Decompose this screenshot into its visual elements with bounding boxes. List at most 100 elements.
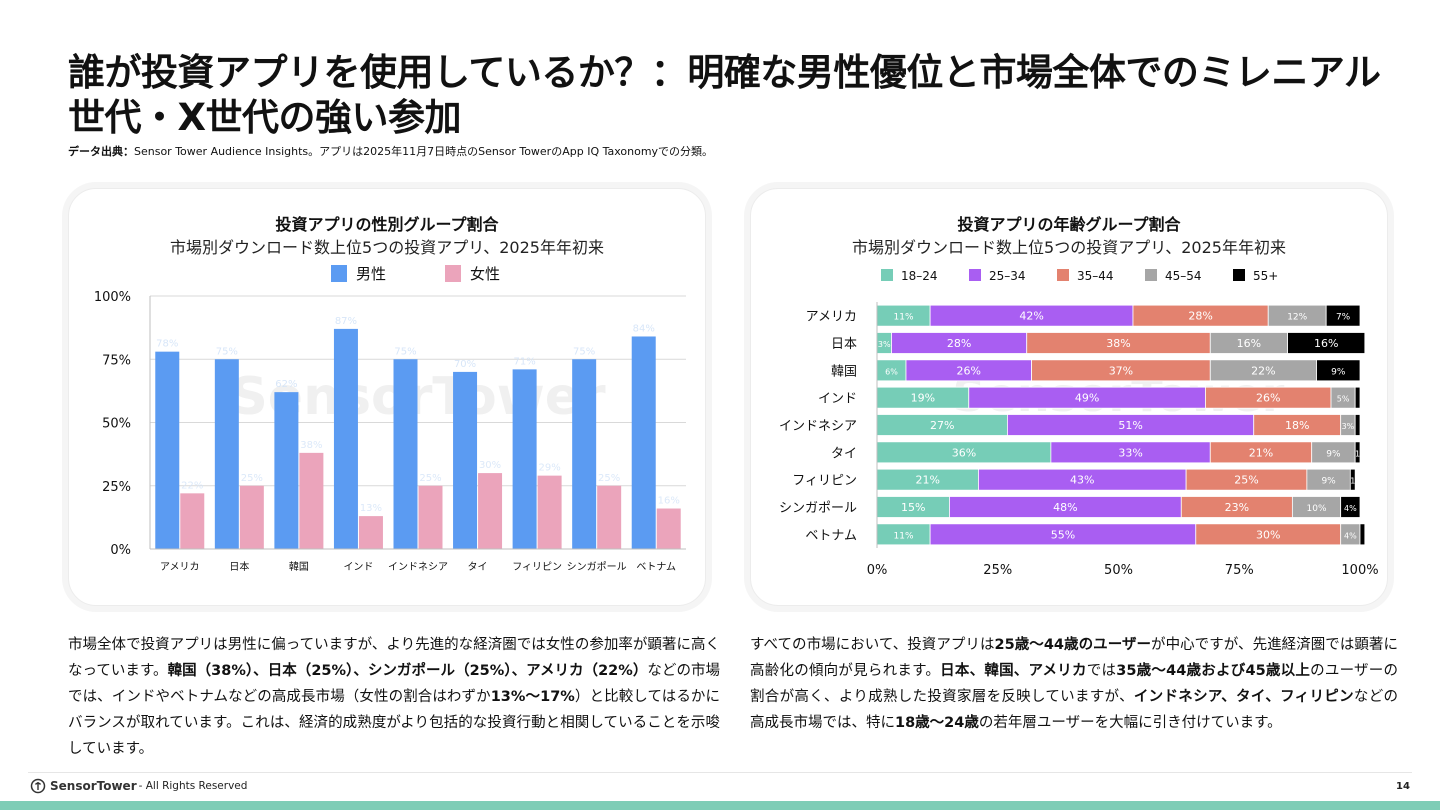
segment-label-1-8: 55% bbox=[1051, 528, 1075, 541]
segment-label-1-5: 33% bbox=[1118, 446, 1142, 459]
segment-label-0-5: 36% bbox=[952, 446, 976, 459]
segment-label-1-1: 28% bbox=[947, 337, 971, 350]
bar-0-2 bbox=[274, 392, 299, 549]
bar-value-label-0-2: 62% bbox=[275, 379, 297, 390]
age-insight-run-3: 日本、韓国、アメリカ bbox=[940, 663, 1087, 679]
legend-swatch-2 bbox=[1057, 269, 1069, 281]
x-tick-label-2: 50% bbox=[1104, 563, 1133, 578]
bar-value-label-0-5: 70% bbox=[454, 359, 476, 370]
x-tick-label-8: ベトナム bbox=[636, 561, 676, 573]
bar-value-label-0-3: 87% bbox=[335, 316, 357, 327]
bar-1-6 bbox=[537, 475, 562, 549]
segment-label-4-2: 9% bbox=[1331, 367, 1346, 377]
bar-value-label-1-3: 13% bbox=[360, 503, 382, 514]
legend-label-0: 18–24 bbox=[901, 269, 938, 283]
y-tick-label-1: 日本 bbox=[831, 337, 857, 352]
y-tick-label-6: フィリピン bbox=[792, 474, 857, 489]
page-title: 誰が投資アプリを使用しているか？：明確な男性優位と市場全体でのミレニアル世代・X… bbox=[68, 51, 1381, 139]
legend-swatch-3 bbox=[1145, 269, 1157, 281]
x-tick-label-3: 75% bbox=[1225, 563, 1254, 578]
legend-label-1: 25–34 bbox=[989, 269, 1026, 283]
bar-0-3 bbox=[333, 328, 358, 549]
segment-label-0-1: 3% bbox=[878, 340, 891, 349]
gender-insight-run-3: 13%〜17% bbox=[490, 689, 575, 705]
segment-label-2-2: 37% bbox=[1109, 364, 1133, 377]
segment-label-1-4: 51% bbox=[1118, 419, 1142, 432]
segment-label-2-6: 25% bbox=[1234, 474, 1258, 487]
gender-insight-paragraph: 市場全体で投資アプリは男性に偏っていますが、より先進的な経済圏では女性の参加率が… bbox=[68, 632, 720, 762]
bar-value-label-0-0: 78% bbox=[156, 339, 178, 350]
segment-4-8 bbox=[1359, 523, 1366, 546]
bar-value-label-0-8: 84% bbox=[633, 323, 655, 334]
x-tick-label-6: フィリピン bbox=[512, 561, 562, 573]
legend-label-3: 45–54 bbox=[1165, 269, 1202, 283]
age-insight-run-6: のユーザーの割合が高く、より成熟した投資家層を反映していますが、 bbox=[750, 663, 1399, 705]
y-tick-label-4: インドネシア bbox=[779, 419, 857, 434]
segment-label-0-8: 11% bbox=[894, 531, 914, 541]
bar-0-7 bbox=[572, 359, 597, 549]
legend-swatch-1 bbox=[445, 265, 461, 282]
age-insight-run-9: 18歳〜24歳 bbox=[895, 715, 979, 731]
legend-label-2: 35–44 bbox=[1077, 269, 1114, 283]
segment-label-0-7: 15% bbox=[901, 501, 925, 514]
segment-4-2 bbox=[1316, 359, 1361, 382]
segment-label-3-4: 3% bbox=[1342, 422, 1355, 431]
segment-label-3-6: 9% bbox=[1321, 477, 1336, 487]
bar-1-8 bbox=[656, 508, 681, 549]
segment-4-6 bbox=[1349, 468, 1356, 491]
bar-0-4 bbox=[393, 359, 418, 549]
age-insight-run-4: では bbox=[1086, 663, 1117, 679]
gender-insight-run-2: などの市場では、インドやベトナムなどの高成長市場（女性の割合はわずか bbox=[68, 663, 721, 705]
segment-label-4-6: 1 bbox=[1350, 477, 1355, 486]
segment-label-1-6: 43% bbox=[1070, 474, 1094, 487]
segment-4-3 bbox=[1354, 386, 1361, 409]
bar-value-label-1-5: 30% bbox=[479, 460, 501, 471]
bar-1-2 bbox=[299, 452, 324, 549]
data-source-label: データ出典： bbox=[68, 145, 134, 158]
gender-chart-subtitle: 市場別ダウンロード数上位5つの投資アプリ、2025年年初来 bbox=[170, 238, 604, 257]
segment-label-4-5: 1 bbox=[1355, 449, 1360, 458]
segment-label-4-1: 16% bbox=[1314, 337, 1338, 350]
gender-chart-title: 投資アプリの性別グループ割合 bbox=[275, 215, 499, 234]
age-chart-subtitle: 市場別ダウンロード数上位5つの投資アプリ、2025年年初来 bbox=[852, 238, 1286, 257]
segment-label-3-8: 4% bbox=[1344, 531, 1357, 540]
sensor-tower-logo-icon bbox=[30, 778, 46, 794]
x-tick-label-4: インドネシア bbox=[388, 561, 448, 573]
age-insight-run-8: などの高成長市場では、特に bbox=[750, 689, 1399, 731]
bar-0-8 bbox=[631, 336, 656, 549]
footer-logo: SensorTower - All Rights Reserved bbox=[30, 778, 247, 794]
segment-label-2-1: 38% bbox=[1106, 337, 1130, 350]
legend-swatch-0 bbox=[881, 269, 893, 281]
legend-swatch-4 bbox=[1233, 269, 1245, 281]
segment-label-3-7: 10% bbox=[1307, 504, 1327, 514]
x-tick-label-2: 韓国 bbox=[289, 561, 309, 573]
bar-0-0 bbox=[155, 351, 180, 549]
bar-1-5 bbox=[478, 473, 503, 549]
x-tick-label-0: アメリカ bbox=[160, 561, 200, 573]
bar-1-7 bbox=[597, 485, 622, 549]
bar-value-label-1-4: 25% bbox=[419, 473, 441, 484]
gender-chart-card: 投資アプリの性別グループ割合 市場別ダウンロード数上位5つの投資アプリ、2025… bbox=[68, 188, 706, 606]
segment-label-2-7: 23% bbox=[1225, 501, 1249, 514]
y-tick-label-8: ベトナム bbox=[805, 528, 857, 543]
footer-divider bbox=[28, 772, 1412, 773]
bar-value-label-0-4: 75% bbox=[394, 346, 416, 357]
x-tick-label-1: 25% bbox=[983, 563, 1012, 578]
segment-label-3-2: 22% bbox=[1251, 364, 1275, 377]
age-insight-run-10: の若年層ユーザーを大幅に引き付けています。 bbox=[978, 715, 1282, 731]
segment-label-3-1: 16% bbox=[1237, 337, 1261, 350]
page-number: 14 bbox=[1396, 781, 1410, 792]
bar-0-1 bbox=[214, 359, 239, 549]
bar-value-label-0-7: 75% bbox=[573, 346, 595, 357]
segment-label-2-4: 18% bbox=[1285, 419, 1309, 432]
age-insight-run-7: インドネシア、タイ、フィリピン bbox=[1133, 689, 1354, 705]
gender-insight-run-4: ）と比較してはるかにバランスが取れています。これは、経済的成熟度がより包括的な投… bbox=[68, 689, 721, 757]
bar-1-3 bbox=[358, 516, 383, 549]
segment-label-3-5: 9% bbox=[1326, 449, 1341, 459]
bar-1-1 bbox=[239, 485, 264, 549]
bar-0-5 bbox=[453, 371, 478, 549]
legend-label-0: 男性 bbox=[356, 265, 386, 283]
legend-swatch-1 bbox=[969, 269, 981, 281]
bar-value-label-1-8: 16% bbox=[658, 496, 680, 507]
